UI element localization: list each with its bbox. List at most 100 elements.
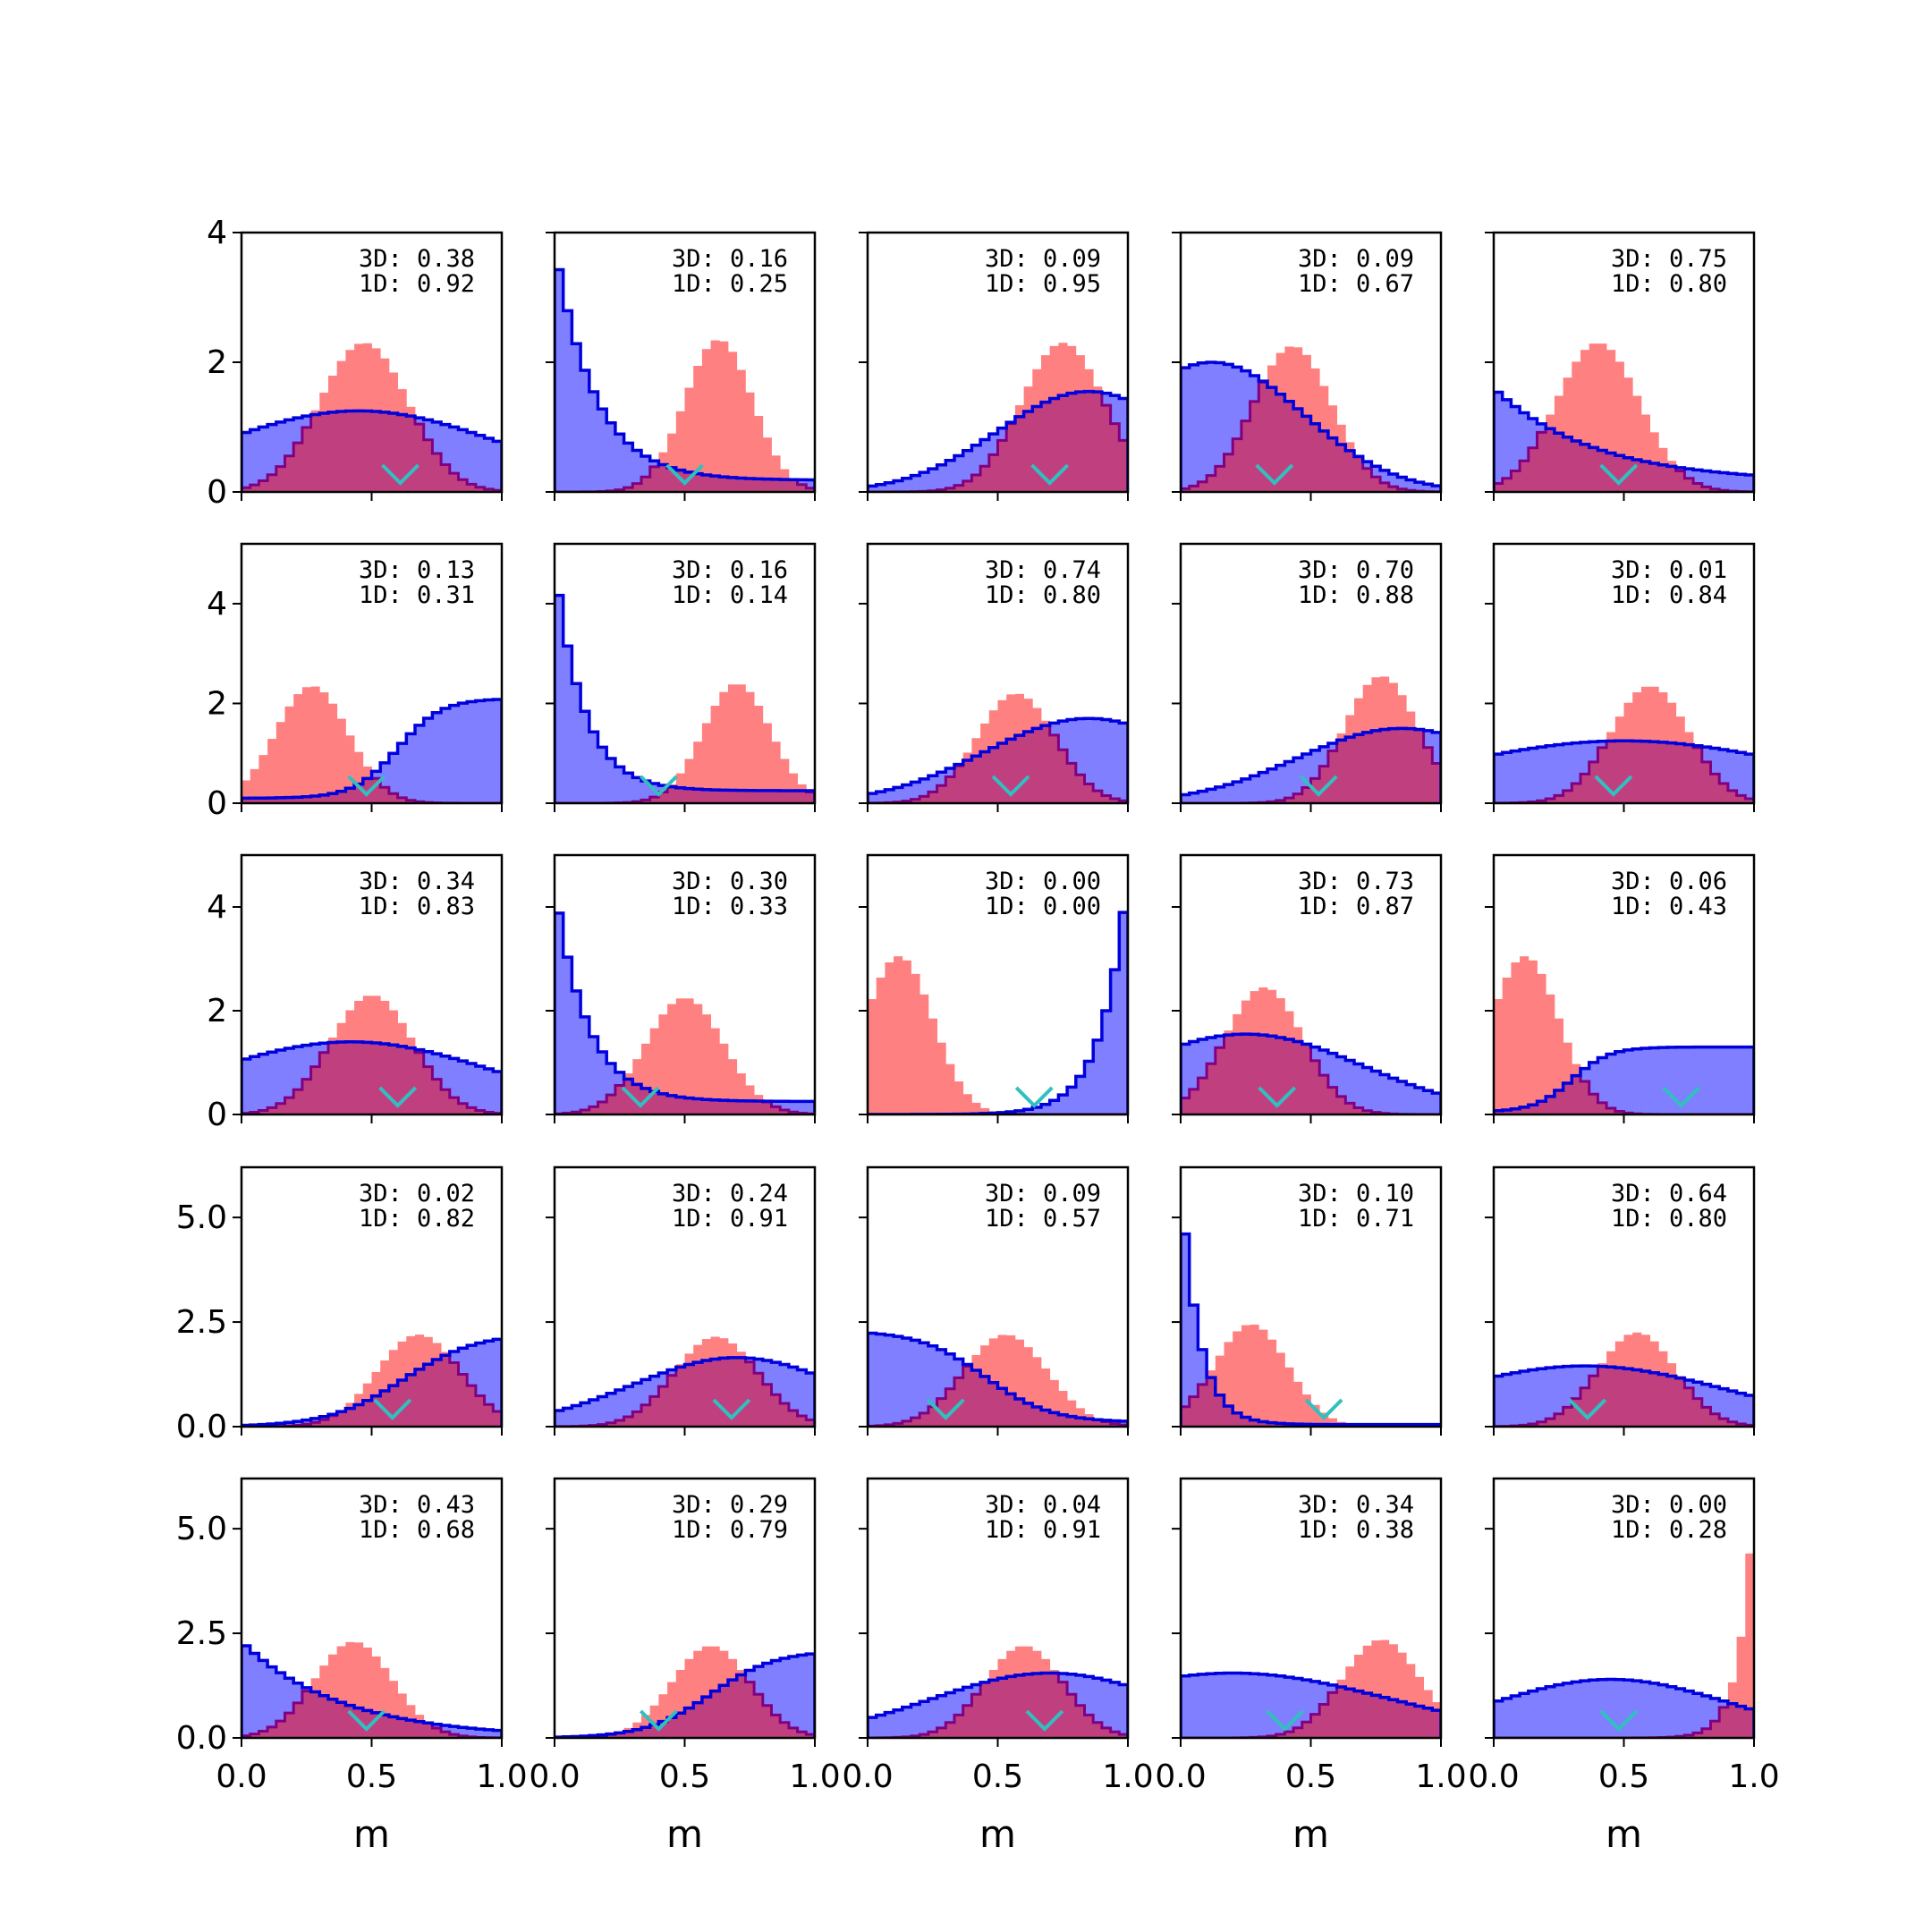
red-bar xyxy=(1023,1347,1033,1427)
overlap-bar xyxy=(397,1718,407,1738)
red-bar xyxy=(1563,1042,1572,1114)
overlap-bar xyxy=(1727,1421,1737,1427)
blue-bar xyxy=(1075,1076,1085,1114)
blue-bar xyxy=(563,957,572,1114)
red-bar xyxy=(1032,1357,1042,1427)
overlap-bar xyxy=(1267,387,1277,492)
overlap-bar xyxy=(415,1721,425,1738)
blue-bar xyxy=(589,1400,598,1426)
blue-bar xyxy=(1058,721,1068,750)
blue-outline xyxy=(1494,739,1754,803)
blue-bar xyxy=(806,1654,815,1735)
blue-bar xyxy=(1727,473,1737,492)
red-bar xyxy=(388,1681,398,1738)
overlap-bar xyxy=(1658,464,1668,492)
overlap-bar xyxy=(736,478,746,492)
blue-bar xyxy=(1736,752,1746,796)
red-bar xyxy=(1606,350,1616,492)
overlap-bar xyxy=(936,1727,946,1738)
overlap-bar xyxy=(1345,737,1355,803)
blue-bar xyxy=(1554,1684,1563,1738)
overlap-bar xyxy=(1710,488,1720,492)
overlap-bar xyxy=(1597,450,1607,492)
overlap-bar xyxy=(449,1097,459,1114)
overlap-bar xyxy=(1198,481,1208,492)
overlap-bar xyxy=(754,479,764,492)
overlap-bar xyxy=(1554,1090,1563,1114)
overlap-bar xyxy=(745,790,755,803)
blue-bar xyxy=(1189,792,1199,803)
blue-bar xyxy=(589,1037,598,1107)
y-tick-label: 2 xyxy=(207,685,227,722)
overlap-bar xyxy=(1241,1417,1250,1427)
overlap-bar xyxy=(936,785,946,803)
blue-bar xyxy=(1511,1696,1521,1738)
plot-area xyxy=(868,343,1128,492)
overlap-bar xyxy=(762,479,772,492)
overlap-bar xyxy=(1041,1410,1051,1427)
blue-bar xyxy=(1207,362,1216,476)
blue-bar xyxy=(1345,1060,1355,1104)
blue-outline xyxy=(1494,1677,1754,1738)
red-bar xyxy=(1502,977,1512,1114)
blue-bar xyxy=(275,1673,285,1722)
overlap-bar xyxy=(1336,1096,1346,1114)
blue-bar xyxy=(876,1715,886,1738)
blue-bar xyxy=(1101,1011,1111,1114)
y-tick-label: 0.0 xyxy=(176,1409,227,1445)
blue-bar xyxy=(894,480,903,492)
plot-area xyxy=(1181,987,1441,1114)
overlap-bar xyxy=(728,1357,738,1427)
blue-bar xyxy=(606,1063,616,1096)
overlap-bar xyxy=(415,1052,425,1114)
overlap-bar xyxy=(1693,747,1703,803)
x-tick-label: 0.5 xyxy=(1285,1758,1336,1795)
overlap-bar xyxy=(667,786,677,803)
blue-outline xyxy=(1181,1671,1441,1738)
overlap-bar xyxy=(1284,798,1294,803)
overlap-bar xyxy=(345,411,355,492)
overlap-bar xyxy=(667,1717,677,1738)
y-tick-label: 4 xyxy=(207,215,227,251)
blue-bar xyxy=(1207,1674,1216,1738)
blue-bar xyxy=(1207,789,1216,803)
blue-bar xyxy=(606,758,616,803)
blue-bar xyxy=(962,1687,972,1706)
blue-bar xyxy=(1084,718,1094,784)
overlap-bar xyxy=(1701,1407,1711,1427)
x-tick-label: 0.5 xyxy=(972,1758,1023,1795)
blue-bar xyxy=(1719,749,1729,784)
red-bar xyxy=(1614,361,1624,492)
overlap-bar xyxy=(1362,468,1372,492)
red-bar xyxy=(1640,414,1650,492)
blue-bar xyxy=(1215,362,1224,467)
blue-bar xyxy=(423,419,433,440)
overlap-bar xyxy=(745,1100,755,1114)
overlap-bar xyxy=(1093,1722,1103,1738)
blue-bar xyxy=(1327,743,1337,751)
overlap-bar xyxy=(710,1099,720,1114)
overlap-bar xyxy=(1110,423,1120,492)
overlap-bar xyxy=(623,1079,633,1114)
overlap-bar xyxy=(1520,1106,1530,1114)
overlap-bar xyxy=(1067,763,1077,803)
overlap-bar xyxy=(1075,1418,1085,1427)
overlap-bar xyxy=(354,784,364,803)
overlap-bar xyxy=(1224,453,1233,492)
blue-bar xyxy=(1058,1095,1068,1114)
red-bar xyxy=(693,366,703,492)
marker-chevron xyxy=(665,463,704,486)
overlap-bar xyxy=(371,1043,381,1114)
overlap-bar xyxy=(293,1089,303,1114)
overlap-bar xyxy=(780,1110,790,1114)
blue-bar xyxy=(1606,1054,1616,1108)
overlap-bar xyxy=(415,424,425,492)
overlap-bar xyxy=(1241,1034,1250,1114)
overlap-bar xyxy=(614,1733,624,1738)
blue-bar xyxy=(1511,750,1521,803)
overlap-bar xyxy=(1345,1689,1355,1738)
overlap-bar xyxy=(1110,1423,1120,1427)
red-bar xyxy=(1632,395,1642,492)
overlap-bar xyxy=(1546,798,1555,803)
